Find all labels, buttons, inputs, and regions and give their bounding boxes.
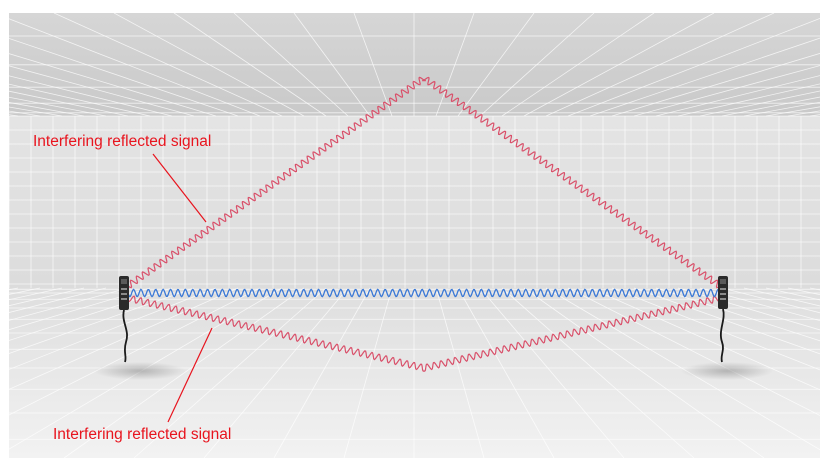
grid-line <box>677 287 829 333</box>
left-sensor-shadow <box>94 362 186 380</box>
grid-line <box>655 72 829 117</box>
reflected-signal-bottom <box>127 295 721 372</box>
grid-line <box>0 287 239 394</box>
grid-line <box>0 287 217 374</box>
leader-line-bottom <box>167 327 213 423</box>
grid-line <box>435 287 485 459</box>
grid-line <box>699 287 829 324</box>
photoelectric-emitter-icon <box>119 276 129 363</box>
grid-line <box>677 81 829 117</box>
reflected-signal-label-bottom: Interfering reflected signal <box>53 426 232 443</box>
grid-line <box>0 287 129 324</box>
reflected-signal-label-top: Interfering reflected signal <box>33 133 212 150</box>
reflected-signal-top <box>127 76 721 289</box>
grid-line <box>0 88 129 117</box>
grid-line <box>523 287 765 459</box>
grid-line <box>343 287 393 459</box>
grid-line <box>0 287 151 333</box>
grid-line <box>0 287 261 420</box>
grid-line <box>633 287 829 358</box>
grid-line <box>479 287 625 459</box>
grid-line <box>699 88 829 117</box>
back-wall <box>9 116 820 288</box>
grid-line <box>633 62 829 117</box>
grid-line <box>611 287 829 374</box>
grid-line <box>273 287 371 459</box>
photoelectric-receiver-icon <box>718 276 728 363</box>
grid-line <box>721 94 829 117</box>
grid-line <box>0 63 195 117</box>
grid-line <box>501 287 695 459</box>
grid-line <box>0 287 195 358</box>
grid-line <box>0 73 173 117</box>
grid-line <box>0 95 107 117</box>
grid-line <box>589 287 829 395</box>
direct-signal <box>127 288 721 298</box>
grid-line <box>0 81 151 117</box>
grid-line <box>457 287 555 459</box>
grid-line <box>0 287 173 344</box>
grid-line <box>203 287 349 459</box>
right-sensor-shadow <box>681 362 773 380</box>
leader-line-top <box>152 153 207 223</box>
grid-line <box>655 287 829 345</box>
grid-line <box>133 287 327 459</box>
perspective-grid <box>0 12 829 459</box>
